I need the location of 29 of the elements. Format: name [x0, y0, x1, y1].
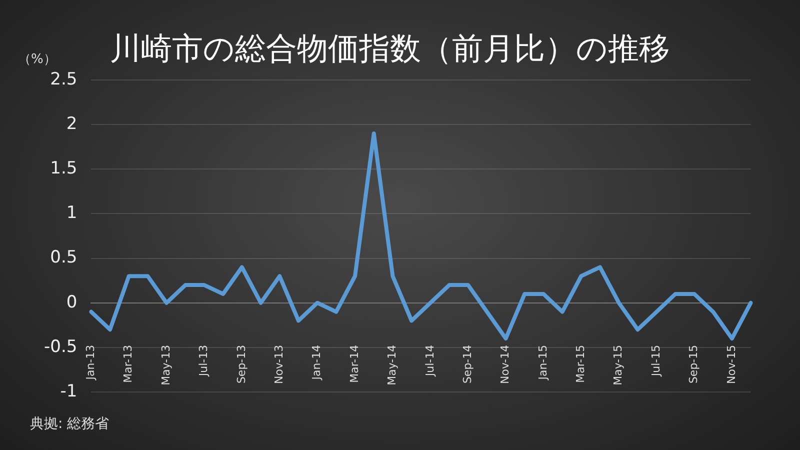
x-tick-label: Nov-15 — [724, 344, 738, 384]
x-tick-label: Jul-15 — [649, 344, 662, 378]
x-tick-label: Jan-13 — [84, 344, 98, 381]
x-tick-label: May-14 — [386, 344, 399, 386]
x-tick-label: Mar-14 — [348, 344, 361, 383]
y-tick-label: 1 — [66, 203, 78, 224]
y-tick-label: 0.5 — [50, 248, 78, 268]
x-tick-label: Jan-14 — [310, 344, 324, 381]
x-tick-label: Jul-13 — [197, 344, 210, 378]
x-tick-label: Mar-15 — [574, 344, 588, 383]
x-tick-label: May-15 — [612, 344, 625, 386]
y-tick-label: 2.5 — [50, 69, 78, 90]
y-tick-label: 0 — [66, 292, 78, 312]
y-tick-label: -1 — [60, 381, 78, 402]
text: 典拠: 総務省 — [30, 415, 110, 433]
y-tick-label: 2 — [66, 114, 78, 134]
y-tick-label: 1.5 — [50, 158, 78, 179]
x-tick-label: Sep-14 — [460, 344, 474, 384]
chart-title: 川崎市の総合物価指数（前月比）の推移 — [110, 30, 670, 69]
x-tick-label: Sep-13 — [234, 344, 248, 384]
x-tick-label: May-13 — [159, 344, 172, 386]
x-tick-label: Jul-14 — [423, 344, 436, 378]
y-axis-title: （%） — [18, 51, 56, 68]
x-tick-label: Nov-14 — [498, 344, 512, 384]
x-tick-label: Jan-15 — [536, 344, 550, 381]
x-tick-label: Mar-13 — [122, 344, 135, 383]
x-tick-label: Sep-15 — [687, 344, 700, 384]
y-tick-label: -0.5 — [44, 336, 78, 357]
x-tick-label: Nov-13 — [272, 344, 286, 384]
